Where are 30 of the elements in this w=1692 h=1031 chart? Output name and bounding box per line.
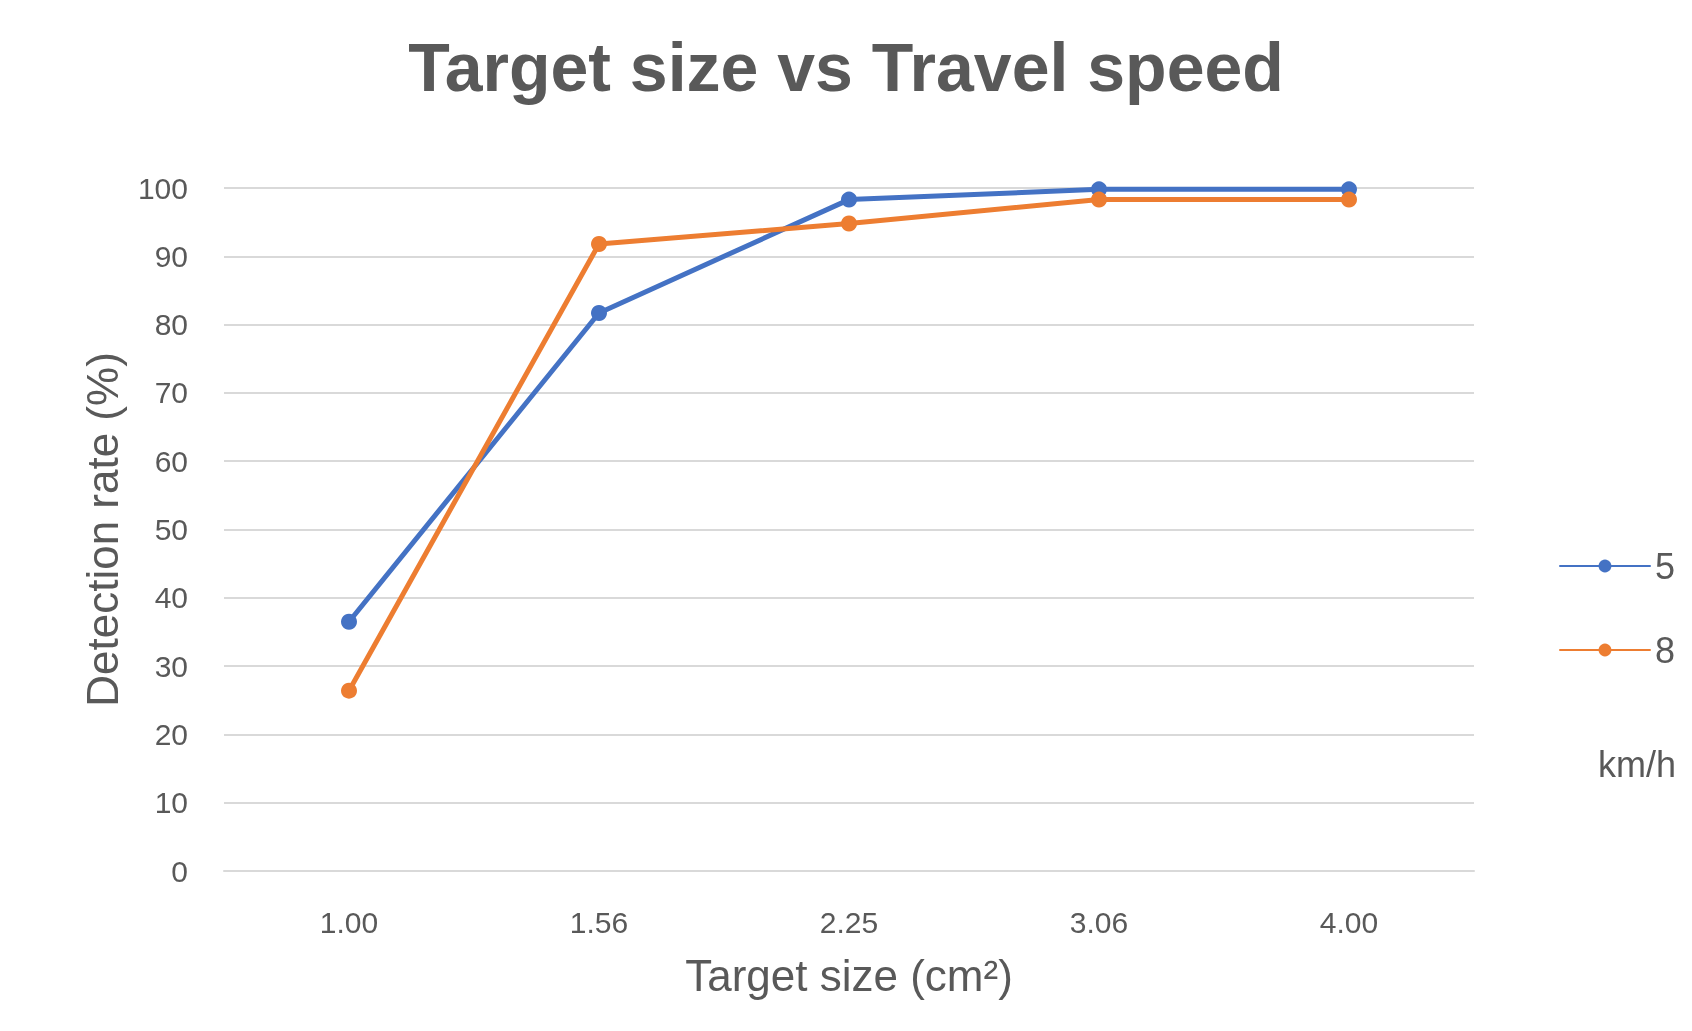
y-tick-label: 100: [137, 171, 188, 205]
point: [1341, 191, 1357, 208]
y-tick-label: 50: [154, 513, 188, 546]
legend-title: km/h: [1597, 743, 1676, 785]
y-tick-label: 80: [154, 308, 188, 342]
x-axis-title: Target size (cm²): [685, 950, 1013, 1000]
point: [591, 304, 607, 321]
y-tick-label: 20: [154, 717, 188, 751]
y-tick-label: 90: [154, 239, 188, 273]
x-tick-label: 4.00: [1319, 905, 1379, 939]
y-tick-label: 40: [154, 581, 188, 615]
x-tick-label: 1.56: [569, 905, 629, 939]
x-tick-label: 2.25: [819, 905, 879, 939]
point: [591, 236, 607, 252]
legend-label: 8: [1654, 629, 1676, 671]
point: [341, 613, 357, 630]
y-tick-label: 0: [171, 854, 188, 888]
y-tick-label: 70: [154, 376, 188, 410]
x-tick-label: 3.06: [1069, 905, 1129, 939]
point: [1091, 191, 1107, 208]
y-tick-label: 30: [154, 649, 188, 683]
y-tick-label: 10: [154, 786, 188, 820]
y-tick-label: 60: [154, 444, 188, 478]
point: [341, 682, 357, 699]
y-axis-title: Detection rate (%): [77, 352, 127, 707]
x-tick-label: 1.00: [319, 905, 379, 939]
point: [841, 215, 857, 232]
legend-label: 5: [1654, 545, 1676, 587]
point: [841, 191, 857, 208]
chart-title: Target size vs Travel speed: [408, 29, 1284, 105]
